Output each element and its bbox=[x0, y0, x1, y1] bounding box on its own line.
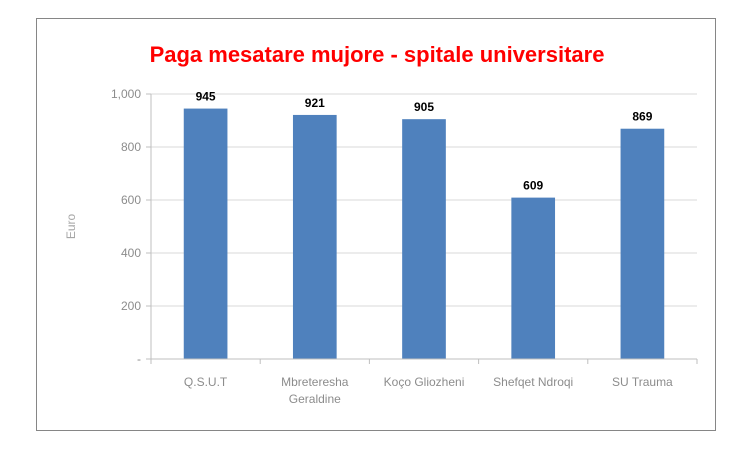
chart-frame: Paga mesatare mujore - spitale universit… bbox=[36, 18, 716, 431]
data-label: 609 bbox=[523, 179, 543, 193]
y-tick-label: - bbox=[137, 352, 141, 366]
x-tick-label: Mbreteresha bbox=[281, 375, 349, 389]
y-tick-label: 800 bbox=[121, 140, 141, 154]
chart-title: Paga mesatare mujore - spitale universit… bbox=[150, 42, 605, 67]
bars bbox=[183, 108, 665, 359]
axes: - 200 400 600 800 1,000 Q.S.U.T Mbreteresha Gera… bbox=[111, 87, 698, 406]
x-tick-label: SU Trauma bbox=[612, 375, 673, 389]
bar bbox=[620, 128, 665, 359]
x-tick-label: Geraldine bbox=[289, 392, 341, 406]
bar bbox=[511, 197, 556, 359]
data-label: 921 bbox=[305, 96, 325, 110]
data-label: 905 bbox=[414, 100, 434, 114]
data-label: 945 bbox=[196, 90, 216, 104]
y-tick-label: 200 bbox=[121, 299, 141, 313]
y-tick-label: 600 bbox=[121, 193, 141, 207]
bar bbox=[292, 114, 337, 359]
x-tick-label: Shefqet Ndroqi bbox=[493, 375, 573, 389]
chart-canvas: Paga mesatare mujore - spitale universit… bbox=[64, 42, 698, 406]
bar bbox=[402, 119, 446, 359]
data-label: 869 bbox=[632, 110, 652, 124]
data-labels: 945 921 905 609 869 bbox=[196, 90, 653, 193]
y-axis-label: Euro bbox=[64, 214, 78, 240]
x-tick-label: Q.S.U.T bbox=[184, 375, 228, 389]
y-tick-label: 1,000 bbox=[111, 87, 141, 101]
y-tick-label: 400 bbox=[121, 246, 141, 260]
x-tick-label: Koço Gliozheni bbox=[384, 375, 465, 389]
bar bbox=[183, 108, 228, 359]
